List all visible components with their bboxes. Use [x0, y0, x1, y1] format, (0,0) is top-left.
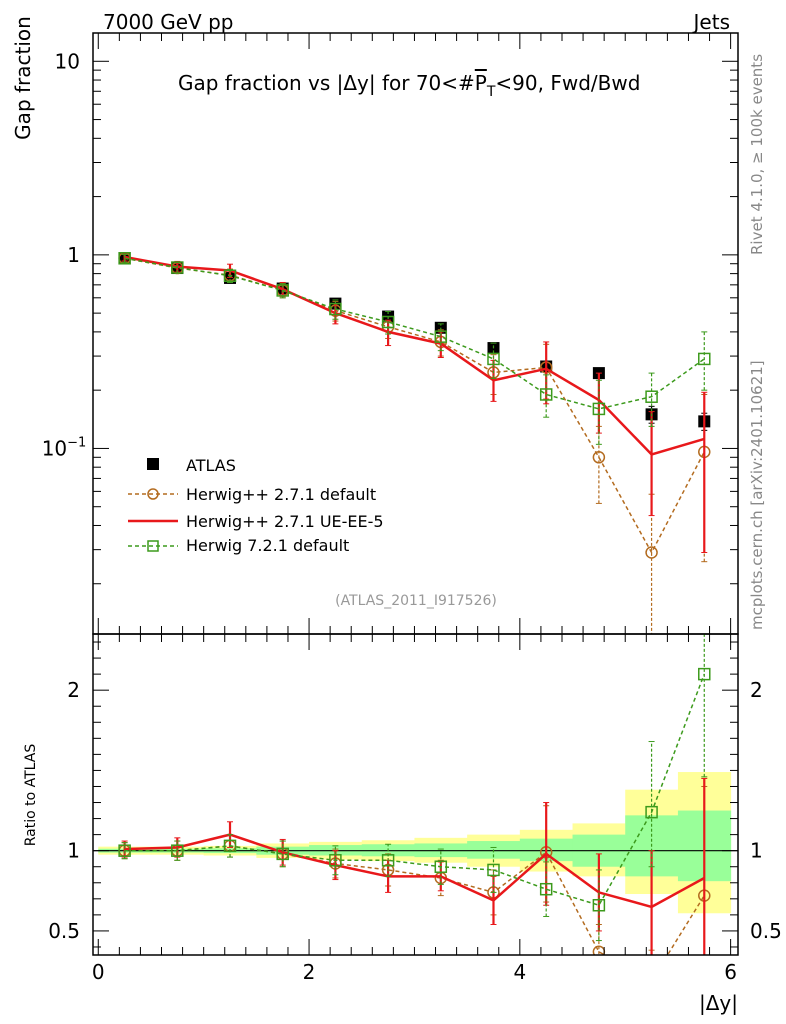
bottom-ytick-label-left: 2: [67, 678, 80, 702]
legend-marker-atlas: [147, 458, 159, 470]
bottom-point-herwig-7-2-1-default: [329, 854, 342, 867]
legend-label-atlas: ATLAS: [186, 456, 236, 475]
top-line-herwig-7-2-1-default: [124, 257, 705, 410]
bottom-line-herwig-2-7-1-ue-ee-5: [124, 833, 705, 909]
bottom-point-herwig-7-2-1-default: [276, 847, 289, 861]
top-title-p: P: [475, 71, 487, 95]
analysis-watermark: (ATLAS_2011_I917526): [335, 593, 497, 609]
bottom-point-herwig-7-2-1-default: [118, 844, 131, 857]
bottom-point-herwig-7-2-1-default: [223, 839, 237, 853]
bottom-point-herwig-7-2-1-default: [381, 854, 395, 867]
legend-label-herwigpp-default: Herwig++ 2.7.1 default: [186, 485, 376, 504]
header-left: 7000 GeV pp: [103, 10, 234, 34]
top-title-tail: <90, Fwd/Bwd: [495, 71, 640, 95]
top-ytick-label: 1: [67, 243, 80, 267]
bottom-xtick-label: 4: [513, 960, 526, 984]
header-right: Jets: [692, 10, 730, 34]
bottom-point-herwig-7-2-1-default: [487, 863, 500, 877]
bottom-point-herwig-7-2-1-default: [592, 898, 606, 912]
top-point-herwig-7-2-1-default: [434, 330, 448, 343]
bottom-ytick-label-left: 1: [67, 839, 80, 863]
bottom-xtick-label: 6: [724, 960, 737, 984]
bottom-point-herwig-7-2-1-default: [539, 882, 553, 896]
top-ytick-exp: −1: [67, 435, 86, 450]
top-point-herwig-7-2-1-default: [276, 284, 289, 297]
bottom-line-herwig-7-2-1-default: [124, 673, 706, 907]
bottom-point-herwig-7-2-1-default: [171, 844, 184, 857]
bottom-ytick-label-right: 2: [750, 678, 763, 702]
bottom-point-herwig-7-2-1-default: [645, 805, 658, 819]
bottom-frame: [92, 633, 739, 956]
bottom-xtick-label: 0: [92, 960, 105, 984]
main-plot-panel: Gap fraction Gap fraction vs |Δy| for 70…: [11, 16, 739, 635]
top-point-herwig-7-2-1-default: [329, 302, 342, 316]
top-point-herwig-7-2-1-default: [592, 402, 606, 416]
top-point-herwig-7-2-1-default: [118, 252, 131, 265]
top-title: Gap fraction vs |Δy| for 70<#PT<90, Fwd/…: [178, 71, 640, 100]
top-series: [118, 252, 711, 634]
top-point-herwig-2-7-1-default: [592, 451, 606, 464]
legend-label-herwig7-default: Herwig 7.2.1 default: [186, 536, 349, 555]
bottom-point-herwig-7-2-1-default: [698, 667, 711, 681]
top-ytick-label: 10−1: [42, 435, 87, 460]
top-title-sub: T: [486, 84, 496, 100]
top-point-herwig-7-2-1-default: [171, 261, 184, 274]
legend-label-herwigpp-ueee5: Herwig++ 2.7.1 UE-EE-5: [186, 512, 384, 531]
top-point-herwig-7-2-1-default: [645, 390, 658, 403]
top-point-herwig-7-2-1-default: [223, 269, 237, 282]
rivet-label: Rivet 4.1.0, ≥ 100k events: [748, 54, 766, 255]
bottom-ytick-label-right: 0.5: [750, 919, 782, 943]
top-line-herwig-2-7-1-default: [124, 257, 705, 555]
bottom-point-herwig-2-7-1-default: [646, 975, 657, 986]
top-point-herwig-7-2-1-default: [539, 388, 553, 401]
top-line-herwig-2-7-1-ue-ee-5: [124, 255, 705, 456]
top-point-herwig-2-7-1-default: [645, 546, 658, 559]
top-title-main: Gap fraction vs |Δy| for 70<#: [178, 71, 475, 95]
bottom-ylabel: Ratio to ATLAS: [23, 744, 39, 847]
mcplots-label: mcplots.cern.ch [arXiv:2401.10621]: [748, 360, 766, 630]
bottom-point-herwig-7-2-1-default: [434, 860, 448, 873]
bottom-ytick-label-left: 0.5: [48, 919, 80, 943]
top-point-herwig-7-2-1-default: [487, 352, 500, 366]
ratio-plot-panel: Ratio to ATLAS |Δy| 0.5 0.5 1 1 2 2 0 2 4 6: [23, 633, 782, 1015]
top-ylabel: Gap fraction: [11, 16, 35, 140]
bottom-xtick-label: 2: [303, 960, 316, 984]
top-ytick-label: 10: [55, 49, 80, 73]
bottom-series: [93, 634, 738, 986]
top-point-herwig-7-2-1-default: [381, 315, 395, 329]
legend-marker-herwigpp-default: [147, 488, 159, 500]
bottom-xlabel: |Δy|: [699, 991, 738, 1015]
bottom-ytick-label-right: 1: [750, 839, 763, 863]
legend: ATLAS Herwig++ 2.7.1 default Herwig++ 2.…: [128, 456, 384, 555]
legend-marker-herwig7-default: [147, 540, 159, 552]
top-point-herwig-7-2-1-default: [698, 352, 711, 366]
